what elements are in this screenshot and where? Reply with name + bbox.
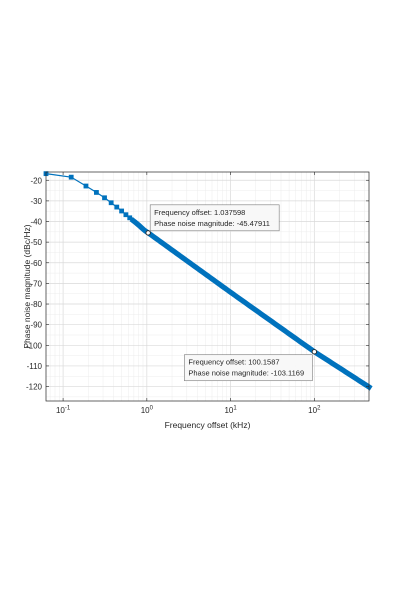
datatip-marker xyxy=(311,349,318,355)
x-axis-label: Frequency offset (kHz) xyxy=(165,420,251,430)
axes-frame xyxy=(45,171,370,402)
x-tick-label: 100 xyxy=(141,406,154,416)
datatip-line-1: Frequency offset: 100.1587 xyxy=(188,358,279,367)
y-tick-label: -30 xyxy=(30,197,42,206)
x-tick-label: 10-1 xyxy=(56,406,71,416)
data-point-marker xyxy=(83,183,89,189)
datatip-line-2: Phase noise magnitude: -45.47911 xyxy=(154,219,270,228)
data-point-marker xyxy=(108,200,114,206)
y-tick-label: -90 xyxy=(30,321,42,330)
x-tick-label: 102 xyxy=(308,406,321,416)
series-marker-band xyxy=(129,217,373,391)
data-point-marker xyxy=(119,208,125,214)
datatip-box xyxy=(184,354,313,382)
data-point-marker xyxy=(68,174,74,180)
y-tick-label: -100 xyxy=(26,341,43,350)
y-tick-label: -120 xyxy=(26,383,43,392)
y-tick-label: -80 xyxy=(30,300,42,309)
data-point-marker xyxy=(102,195,107,201)
datatip-marker xyxy=(145,230,151,236)
y-tick-label: -40 xyxy=(30,218,42,227)
data-point-marker xyxy=(94,190,99,195)
y-tick-label: -50 xyxy=(30,238,42,247)
axes-box xyxy=(45,171,370,402)
datatip-line-2: Phase noise magnitude: -103.1169 xyxy=(188,369,304,378)
datatip-line-1: Frequency offset: 1.037598 xyxy=(154,208,245,217)
data-point-marker xyxy=(123,212,129,218)
y-axis-label: Phase noise magnitude (dBc/Hz) xyxy=(22,224,32,348)
datatip[interactable]: Frequency offset: 1.037598 Phase noise ma… xyxy=(145,204,280,236)
datatips: Frequency offset: 1.037598 Phase noise ma… xyxy=(145,204,318,382)
y-tick-label: -70 xyxy=(30,279,42,288)
y-tick-label: -110 xyxy=(27,362,43,371)
y-tick-label: -20 xyxy=(30,176,42,185)
x-tick-label: 101 xyxy=(224,406,237,416)
data-point-marker xyxy=(114,204,120,210)
datatip-box xyxy=(149,204,280,232)
y-tick-label: -60 xyxy=(30,259,42,268)
tick-labels: -20 -30 -40 -50 -60 -70 -80 -90 -100 -110 -120 10-1… xyxy=(26,176,321,415)
data-point-marker xyxy=(127,215,133,221)
datatip[interactable]: Frequency offset: 100.1587 Phase noise ma… xyxy=(184,349,318,382)
